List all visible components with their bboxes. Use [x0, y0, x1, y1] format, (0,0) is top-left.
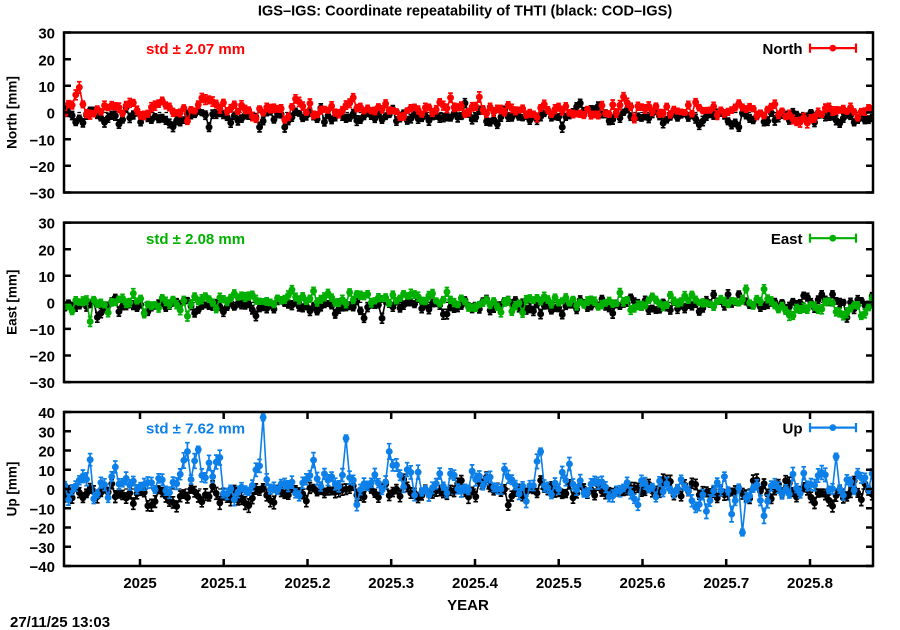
svg-text:East [mm]: East [mm] [5, 270, 20, 335]
svg-text:0: 0 [47, 106, 55, 123]
svg-text:−20: −20 [30, 521, 55, 538]
svg-text:30: 30 [38, 216, 55, 233]
svg-text:Up [mm]: Up [mm] [5, 462, 20, 517]
svg-text:−30: −30 [30, 186, 55, 203]
svg-text:10: 10 [38, 269, 55, 286]
svg-text:2025: 2025 [123, 575, 156, 592]
svg-text:−30: −30 [30, 375, 55, 392]
svg-text:Up: Up [783, 421, 803, 438]
svg-text:−10: −10 [30, 132, 55, 149]
svg-text:−10: −10 [30, 501, 55, 518]
svg-text:North: North [763, 41, 803, 58]
svg-text:20: 20 [38, 444, 55, 461]
svg-text:−20: −20 [30, 349, 55, 366]
svg-text:40: 40 [38, 405, 55, 422]
svg-text:2025.8: 2025.8 [787, 575, 833, 592]
svg-text:2025.3: 2025.3 [368, 575, 414, 592]
svg-text:−40: −40 [30, 559, 55, 576]
svg-text:East: East [771, 231, 803, 248]
svg-text:std ± 7.62 mm: std ± 7.62 mm [146, 421, 245, 438]
svg-text:YEAR: YEAR [447, 597, 489, 614]
svg-text:−20: −20 [30, 159, 55, 176]
svg-text:IGS–IGS: Coordinate repeatabil: IGS–IGS: Coordinate repeatability of THT… [258, 4, 673, 20]
svg-text:30: 30 [38, 424, 55, 441]
svg-text:20: 20 [38, 52, 55, 69]
svg-text:0: 0 [47, 295, 55, 312]
svg-text:2025.1: 2025.1 [201, 575, 247, 592]
svg-text:std ± 2.07 mm: std ± 2.07 mm [146, 41, 245, 58]
svg-text:2025.7: 2025.7 [703, 575, 749, 592]
svg-text:2025.2: 2025.2 [285, 575, 331, 592]
svg-text:10: 10 [38, 463, 55, 480]
svg-text:2025.6: 2025.6 [620, 575, 666, 592]
svg-text:−30: −30 [30, 540, 55, 557]
svg-text:0: 0 [47, 482, 55, 499]
svg-text:−10: −10 [30, 322, 55, 339]
svg-text:2025.5: 2025.5 [536, 575, 582, 592]
svg-text:std ± 2.08 mm: std ± 2.08 mm [146, 231, 245, 248]
svg-text:North [mm]: North [mm] [5, 76, 20, 149]
svg-text:2025.4: 2025.4 [452, 575, 499, 592]
svg-text:20: 20 [38, 242, 55, 259]
svg-text:27/11/25 13:03: 27/11/25 13:03 [10, 614, 110, 630]
svg-text:10: 10 [38, 79, 55, 96]
svg-text:30: 30 [38, 26, 55, 43]
